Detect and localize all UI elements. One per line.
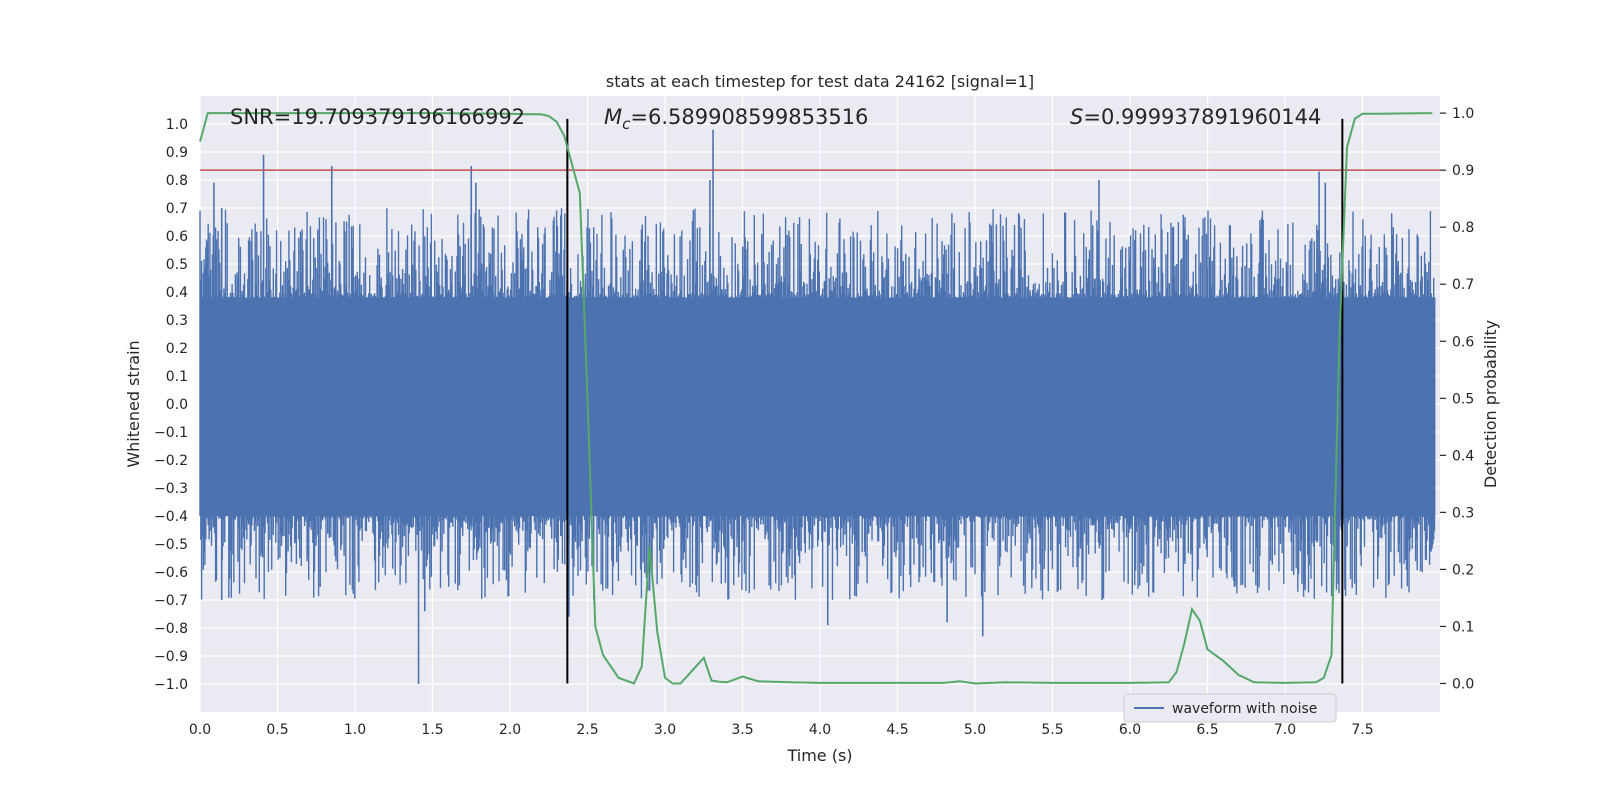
x-tick-label: 0.5 [266, 722, 288, 738]
y-left-tick-label: −0.5 [154, 537, 188, 553]
legend: waveform with noise [1123, 693, 1337, 723]
score-symbol: S [1070, 105, 1083, 129]
x-tick-label: 6.5 [1196, 722, 1218, 738]
y-left-tick-label: −0.9 [154, 649, 188, 665]
legend-box [1123, 693, 1337, 723]
y-left-tick-label: −0.7 [154, 593, 188, 609]
x-tick-label: 6.0 [1119, 722, 1141, 738]
y-left-tick-label: −0.2 [154, 453, 188, 469]
y-left-tick-label: 0.3 [166, 313, 188, 329]
y-left-tick-label: −0.1 [154, 425, 188, 441]
y-left-tick-label: −0.8 [154, 621, 188, 637]
x-tick-label: 1.5 [421, 722, 443, 738]
y-right-tick-label: 0.3 [1452, 505, 1474, 521]
y-left-tick-label: 0.1 [166, 369, 188, 385]
legend-label: waveform with noise [1172, 701, 1317, 717]
waveform-series [199, 129, 1436, 684]
y-right-tick-label: 0.9 [1452, 163, 1474, 179]
y-left-tick-label: 0.2 [166, 341, 188, 357]
vertical-markers [566, 118, 1344, 684]
x-tick-label: 4.0 [809, 722, 831, 738]
x-tick-label: 0.0 [189, 722, 211, 738]
y-right-tick-label: 0.2 [1452, 562, 1474, 578]
y-axis-label-left: Whitened strain [124, 340, 143, 467]
x-tick-label: 1.0 [344, 722, 366, 738]
chirp-mass-symbol: M [604, 105, 622, 129]
y-right-tick-label: 0.4 [1452, 448, 1474, 464]
x-tick-label: 5.0 [964, 722, 986, 738]
snr-annotation: SNR=19.709379196166992 [230, 105, 525, 129]
y-left-tick-label: 0.4 [166, 285, 188, 301]
x-tick-label: 3.5 [731, 722, 753, 738]
y-left-tick-label: −1.0 [154, 677, 188, 693]
y-left-tick-label: −0.4 [154, 509, 188, 525]
y-left-tick-label: 0.7 [166, 201, 188, 217]
y-left-tick-label: 0.6 [166, 229, 188, 245]
chirp-mass-annotation: Mc=6.589908599853516 [604, 105, 868, 133]
chart-title: stats at each timestep for test data 241… [606, 72, 1034, 91]
x-ticks: 0.0 0.5 1.0 1.5 2.0 2.5 3.0 3.5 4.0 4.5 5.0 5.5 6.0 6… [189, 722, 1374, 738]
waveform-noise [199, 208, 1436, 600]
y-left-tick-label: 0.5 [166, 257, 188, 273]
y-left-tick-label: −0.3 [154, 481, 188, 497]
y-left-tick-label: −0.6 [154, 565, 188, 581]
y-right-ticks: 1.0 0.9 0.8 0.7 0.6 0.5 0.4 0.3 0.2 0.1 0.0 [1440, 106, 1474, 692]
x-tick-label: 5.5 [1041, 722, 1063, 738]
y-left-tick-label: 0.9 [166, 145, 188, 161]
x-tick-label: 7.0 [1274, 722, 1296, 738]
y-right-tick-label: 0.6 [1452, 334, 1474, 350]
detection-probability-line [199, 112, 1433, 685]
x-axis-label: Time (s) [786, 746, 852, 765]
y-left-tick-label: 0.8 [166, 173, 188, 189]
y-right-tick-label: 0.8 [1452, 220, 1474, 236]
x-tick-label: 7.5 [1351, 722, 1373, 738]
y-left-ticks: 1.0 0.9 0.8 0.7 0.6 0.5 0.4 0.3 0.2 0.1 0.0 −0.1 −0.… [154, 117, 188, 693]
y-right-tick-label: 0.5 [1452, 391, 1474, 407]
detection-probability-series [199, 112, 1433, 685]
score-value: =0.999937891960144 [1083, 105, 1321, 129]
x-tick-label: 2.5 [576, 722, 598, 738]
y-left-tick-label: 1.0 [166, 117, 188, 133]
y-right-tick-label: 0.7 [1452, 277, 1474, 293]
chirp-mass-subscript: c [622, 115, 631, 133]
y-axis-label-right: Detection probability [1481, 320, 1500, 488]
y-right-tick-label: 0.1 [1452, 619, 1474, 635]
score-annotation: S=0.999937891960144 [1070, 105, 1321, 129]
y-left-tick-label: 0.0 [166, 397, 188, 413]
y-right-tick-label: 1.0 [1452, 106, 1474, 122]
y-right-tick-label: 0.0 [1452, 676, 1474, 692]
x-tick-label: 4.5 [886, 722, 908, 738]
chirp-mass-value: =6.589908599853516 [630, 105, 868, 129]
x-tick-label: 3.0 [654, 722, 676, 738]
x-tick-label: 2.0 [499, 722, 521, 738]
